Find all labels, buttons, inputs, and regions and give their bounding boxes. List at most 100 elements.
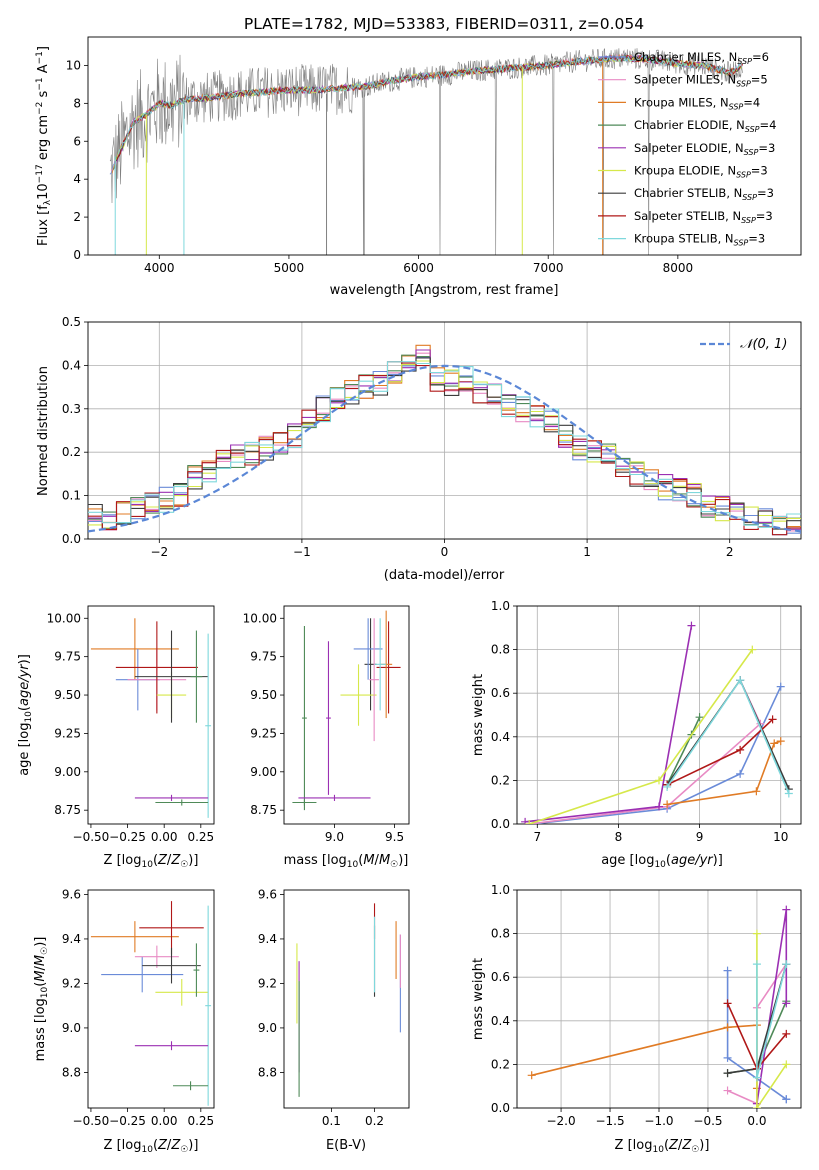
axes-frame [87,605,215,825]
x-tick-label: −2.0 [546,1114,575,1128]
x-tick-label: −0.5 [693,1114,722,1128]
weight-marker [736,745,745,754]
legend-entry-9: Kroupa STELIB, NSSP=3 [634,232,765,248]
x-tick-label: 0.25 [187,830,214,844]
weight-marker [752,960,761,969]
plot-area [521,621,793,824]
plot-area [296,903,401,1097]
x-tick-label: −0.50 [73,1114,110,1128]
weight-marker [782,960,791,969]
mass-metallicity-xlabel: Z [log10(Z/Z☉)] [104,1138,199,1155]
errorbar-point-1 [302,625,307,811]
y-tick-label: 0.6 [491,970,510,984]
weight-marker [723,1086,732,1095]
errorbar-point-1 [90,618,179,680]
weight-marker [655,802,663,811]
weight-age-ylabel: mass weight [471,674,486,756]
weight-age-xlabel: age [log10(age/yr)] [601,853,723,870]
y-tick-label: 9.6 [258,887,277,901]
y-tick-label: 9.75 [54,650,81,664]
histogram-series-9 [88,361,801,528]
x-tick-label: 9 [696,830,704,844]
age-mass-xlabel: mass [log10(M/M☉)] [284,853,409,870]
x-tick-label: 0.1 [322,1114,341,1128]
y-tick-label: 8 [73,96,81,110]
x-tick-label: 4000 [144,261,175,275]
weight-marker [736,676,745,685]
normal-curve [88,364,801,533]
residual-histogram-panel: −2 −1 0 1 2 0.0 0.1 0.2 0.3 0.4 0.5 𝒩(0, 1) (data-… [36,315,802,583]
y-tick-label: 0.8 [491,927,510,941]
y-tick-label: 0.5 [62,315,81,329]
y-tick-label: 8.75 [54,803,81,817]
errorbar-point-11 [292,799,317,806]
axes-frame [87,36,802,256]
age-vs-mass-panel: 9.0 9.5 8.75 9.00 9.25 9.50 9.75 10.00 mass [lo… [243,605,410,870]
errorbar-point-1 [90,921,179,953]
errorbar-point-8 [205,633,212,818]
x-tick-label: 7000 [533,261,564,275]
y-tick-label: 0.4 [491,1014,510,1028]
y-tick-label: 9.00 [250,765,277,779]
legend-entry-7: Chabrier STELIB, NSSP=3 [634,186,774,202]
spectrum-xlabel: wavelength [Angstrom, rest frame] [330,283,559,298]
weight-marker [525,820,534,824]
histogram-series-8 [88,361,801,536]
mass-weight-vs-metallicity-panel: −2.0 −1.5 −1.0 −0.5 0.0 0.0 0.2 0.4 0.6 0.8 1.0 Z … [471,883,802,1155]
x-tick-label: 1 [583,545,591,559]
x-tick-label: 9.0 [325,830,344,844]
errorbar-point-5 [142,947,201,984]
weight-series-3 [666,740,781,806]
y-tick-label: 0.2 [62,445,81,459]
weight-marker [752,1104,761,1108]
y-tick-label: 8.8 [62,1065,81,1079]
spectrum-ylabel: Flux [fλ10−17 erg cm−2 s−1 A−1] [35,46,53,246]
errorbar-point-2 [101,956,184,993]
legend-entry-8: Salpeter STELIB, NSSP=3 [634,209,773,225]
weight-marker [663,782,672,791]
y-tick-label: 0.0 [491,1101,510,1115]
plot-area [109,48,744,255]
figure-title: PLATE=1782, MJD=53383, FIBERID=0311, z=0… [244,15,644,33]
histogram-series-6 [88,360,801,529]
y-tick-label: 9.25 [54,726,81,740]
x-tick-label: −0.25 [109,830,146,844]
x-tick-label: −2 [150,545,168,559]
age-metallicity-xlabel: Z [log10(Z/Z☉)] [104,853,199,870]
legend-entry-2: Salpeter MILES, NSSP=5 [634,73,768,89]
weight-marker [776,737,785,746]
y-tick-label: 0.2 [491,773,510,787]
weight-marker [770,739,779,748]
weight-metallicity-ylabel: mass weight [471,958,486,1040]
errorbar-point-10 [298,794,371,801]
errorbar-point-2 [326,641,331,795]
weight-marker [736,769,745,778]
y-tick-label: 4 [73,172,81,186]
legend-entry-5: Salpeter ELODIE, NSSP=3 [634,141,775,157]
weight-marker [748,645,757,654]
errorbar-point-5 [353,618,383,680]
errorbar-point-9 [134,794,209,801]
errorbar-point-4 [340,664,377,726]
histogram-xlabel: (data-model)/error [384,568,505,583]
axes-frame [87,321,802,540]
x-tick-label: −0.50 [73,830,110,844]
mass-vs-metallicity-panel: −0.50 −0.25 0.00 0.25 8.8 9.0 9.2 9.4 9.6 Z [log… [33,887,215,1155]
age-metallicity-ylabel: age [log10(age/yr)] [17,654,34,776]
plot-area [292,610,401,811]
histogram-ylabel: Normed distribution [36,366,51,496]
x-tick-label: 6000 [403,261,434,275]
x-tick-label: 2 [726,545,734,559]
weight-marker [752,929,761,938]
weight-metallicity-xlabel: Z [log10(Z/Z☉)] [615,1138,710,1155]
weight-marker [521,817,530,824]
x-tick-label: 0.00 [151,1114,178,1128]
y-tick-label: 10.00 [47,611,81,625]
x-tick-label: 10 [773,830,788,844]
y-tick-label: 8.8 [258,1065,277,1079]
y-tick-label: 0.2 [491,1057,510,1071]
weight-marker [752,1073,761,1082]
errorbar-point-7 [193,943,200,997]
y-tick-label: 9.4 [62,932,81,946]
